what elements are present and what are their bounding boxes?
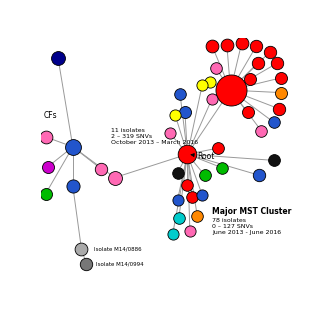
- Point: [172, 112, 178, 117]
- Point: [84, 261, 89, 267]
- Text: Isolate M14/0994: Isolate M14/0994: [96, 261, 144, 266]
- Point: [275, 60, 280, 66]
- Point: [271, 158, 276, 163]
- Point: [276, 106, 281, 111]
- Point: [245, 110, 250, 115]
- Point: [176, 216, 181, 221]
- Point: [175, 170, 180, 175]
- Point: [182, 110, 188, 115]
- Point: [219, 165, 224, 170]
- Point: [271, 120, 276, 125]
- Point: [200, 83, 205, 88]
- Point: [195, 213, 200, 218]
- Point: [112, 175, 117, 180]
- Point: [228, 88, 233, 93]
- Point: [213, 65, 218, 70]
- Point: [70, 184, 76, 189]
- Point: [178, 91, 183, 96]
- Point: [207, 79, 212, 84]
- Point: [278, 75, 284, 80]
- Point: [170, 232, 175, 237]
- Point: [202, 172, 207, 178]
- Point: [185, 182, 190, 188]
- Point: [210, 96, 215, 101]
- Point: [224, 42, 229, 47]
- Point: [175, 197, 180, 202]
- Point: [239, 41, 244, 46]
- Point: [168, 131, 173, 136]
- Point: [70, 144, 76, 149]
- Point: [55, 56, 60, 61]
- Text: 11 isolates
2 – 319 SNVs
October 2013 – March 2016: 11 isolates 2 – 319 SNVs October 2013 – …: [111, 128, 198, 145]
- Point: [256, 172, 261, 178]
- Point: [185, 152, 190, 157]
- Point: [278, 90, 284, 95]
- Point: [216, 146, 221, 151]
- Point: [210, 43, 215, 48]
- Text: CFs: CFs: [43, 111, 57, 120]
- Point: [255, 60, 260, 66]
- Point: [200, 192, 205, 197]
- Point: [43, 191, 48, 196]
- Text: Isolate M14/0886: Isolate M14/0886: [94, 247, 141, 252]
- Point: [190, 195, 195, 200]
- Point: [43, 134, 48, 140]
- Point: [79, 246, 84, 252]
- Point: [268, 49, 273, 54]
- Point: [254, 43, 259, 48]
- Point: [46, 164, 51, 169]
- Text: 78 isolates
0 – 127 SNVs
June 2013 - June 2016: 78 isolates 0 – 127 SNVs June 2013 - Jun…: [212, 212, 281, 235]
- Point: [187, 228, 192, 233]
- Text: Major MST Cluster: Major MST Cluster: [212, 207, 292, 216]
- Point: [99, 166, 104, 172]
- Text: Root: Root: [191, 152, 215, 161]
- Point: [259, 128, 264, 133]
- Point: [248, 76, 253, 82]
